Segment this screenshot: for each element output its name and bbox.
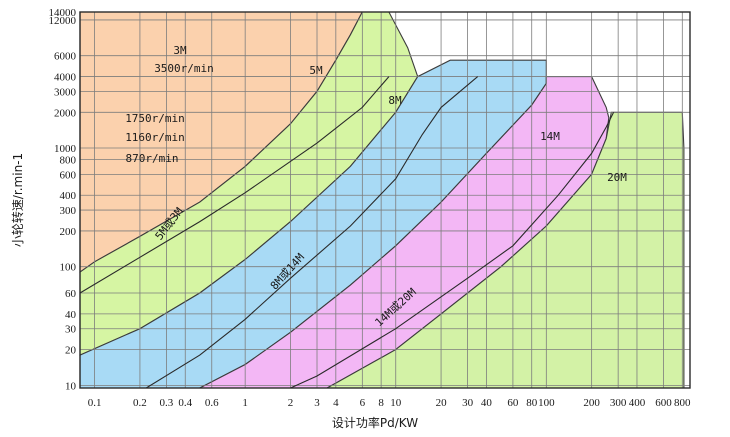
y-tick-label: 40 — [65, 309, 77, 321]
annotation-label: 20M — [607, 171, 627, 184]
y-tick-label: 10 — [65, 380, 77, 392]
x-tick-label: 0.3 — [160, 397, 174, 409]
boundary-curve — [290, 112, 615, 389]
x-tick-label: 300 — [610, 397, 627, 409]
y-tick-label: 20 — [65, 345, 77, 357]
boundary-curve — [79, 76, 390, 294]
x-tick-label: 3 — [314, 397, 320, 409]
x-tick-label: 400 — [629, 397, 646, 409]
y-tick-label: 300 — [60, 205, 77, 217]
annotation-label: 3M — [173, 44, 187, 57]
x-tick-label: 20 — [436, 397, 448, 409]
x-tick-label: 30 — [462, 397, 474, 409]
annotation-label: 5M — [309, 64, 323, 77]
x-tick-label: 40 — [481, 397, 493, 409]
y-tick-label: 30 — [65, 324, 77, 336]
y-tick-label: 2000 — [54, 107, 77, 119]
boundary-curve — [145, 76, 479, 389]
y-tick-label: 6000 — [54, 51, 77, 63]
x-tick-labels: 0.1 0.2 0.3 0.4 0.6 1 2 3 4 6 8 10 20 30 40 60 80 100 200 3… — [88, 397, 691, 409]
x-tick-label: 0.2 — [133, 397, 147, 409]
y-tick-label: 100 — [60, 262, 77, 274]
annotation-label: 3500r/min — [154, 62, 214, 75]
x-axis-title: 设计功率Pd/KW — [332, 415, 418, 430]
y-tick-label: 4000 — [54, 72, 77, 84]
y-axis-title: 小轮转速/r.min-1 — [10, 153, 25, 247]
x-tick-label: 0.6 — [205, 397, 219, 409]
annotation-label: 8M — [388, 94, 402, 107]
annotation-label: 14M — [540, 130, 560, 143]
y-tick-label: 200 — [60, 226, 77, 238]
x-tick-label: 1 — [242, 397, 248, 409]
x-tick-label: 80 — [526, 397, 538, 409]
zones-layer — [79, 11, 685, 389]
x-tick-label: 600 — [655, 397, 672, 409]
boundary-layer — [79, 76, 615, 389]
zone-20m — [324, 111, 685, 389]
x-tick-label: 0.1 — [88, 397, 102, 409]
annotation-label: 870r/min — [126, 152, 179, 165]
y-tick-label: 3000 — [54, 86, 77, 98]
y-tick-label: 600 — [60, 169, 77, 181]
x-tick-label: 4 — [333, 397, 339, 409]
x-tick-label: 200 — [583, 397, 600, 409]
y-tick-label: 12000 — [49, 15, 77, 27]
y-tick-label: 800 — [60, 155, 77, 167]
y-tick-label: 60 — [65, 288, 77, 300]
annotation-label: 1750r/min — [125, 112, 185, 125]
x-tick-label: 800 — [674, 397, 691, 409]
x-tick-label: 60 — [507, 397, 519, 409]
y-tick-label: 1000 — [54, 143, 77, 155]
y-tick-label: 400 — [60, 190, 77, 202]
plot-frame — [79, 11, 691, 389]
x-tick-label: 6 — [360, 397, 366, 409]
annotation-label: 1160r/min — [125, 131, 185, 144]
x-tick-label: 10 — [390, 397, 402, 409]
grid-layer — [80, 11, 690, 388]
x-tick-label: 2 — [288, 397, 294, 409]
x-tick-label: 0.4 — [178, 397, 192, 409]
x-tick-label: 100 — [538, 397, 555, 409]
x-tick-label: 8 — [378, 397, 384, 409]
y-tick-label: 14000 — [49, 7, 77, 19]
